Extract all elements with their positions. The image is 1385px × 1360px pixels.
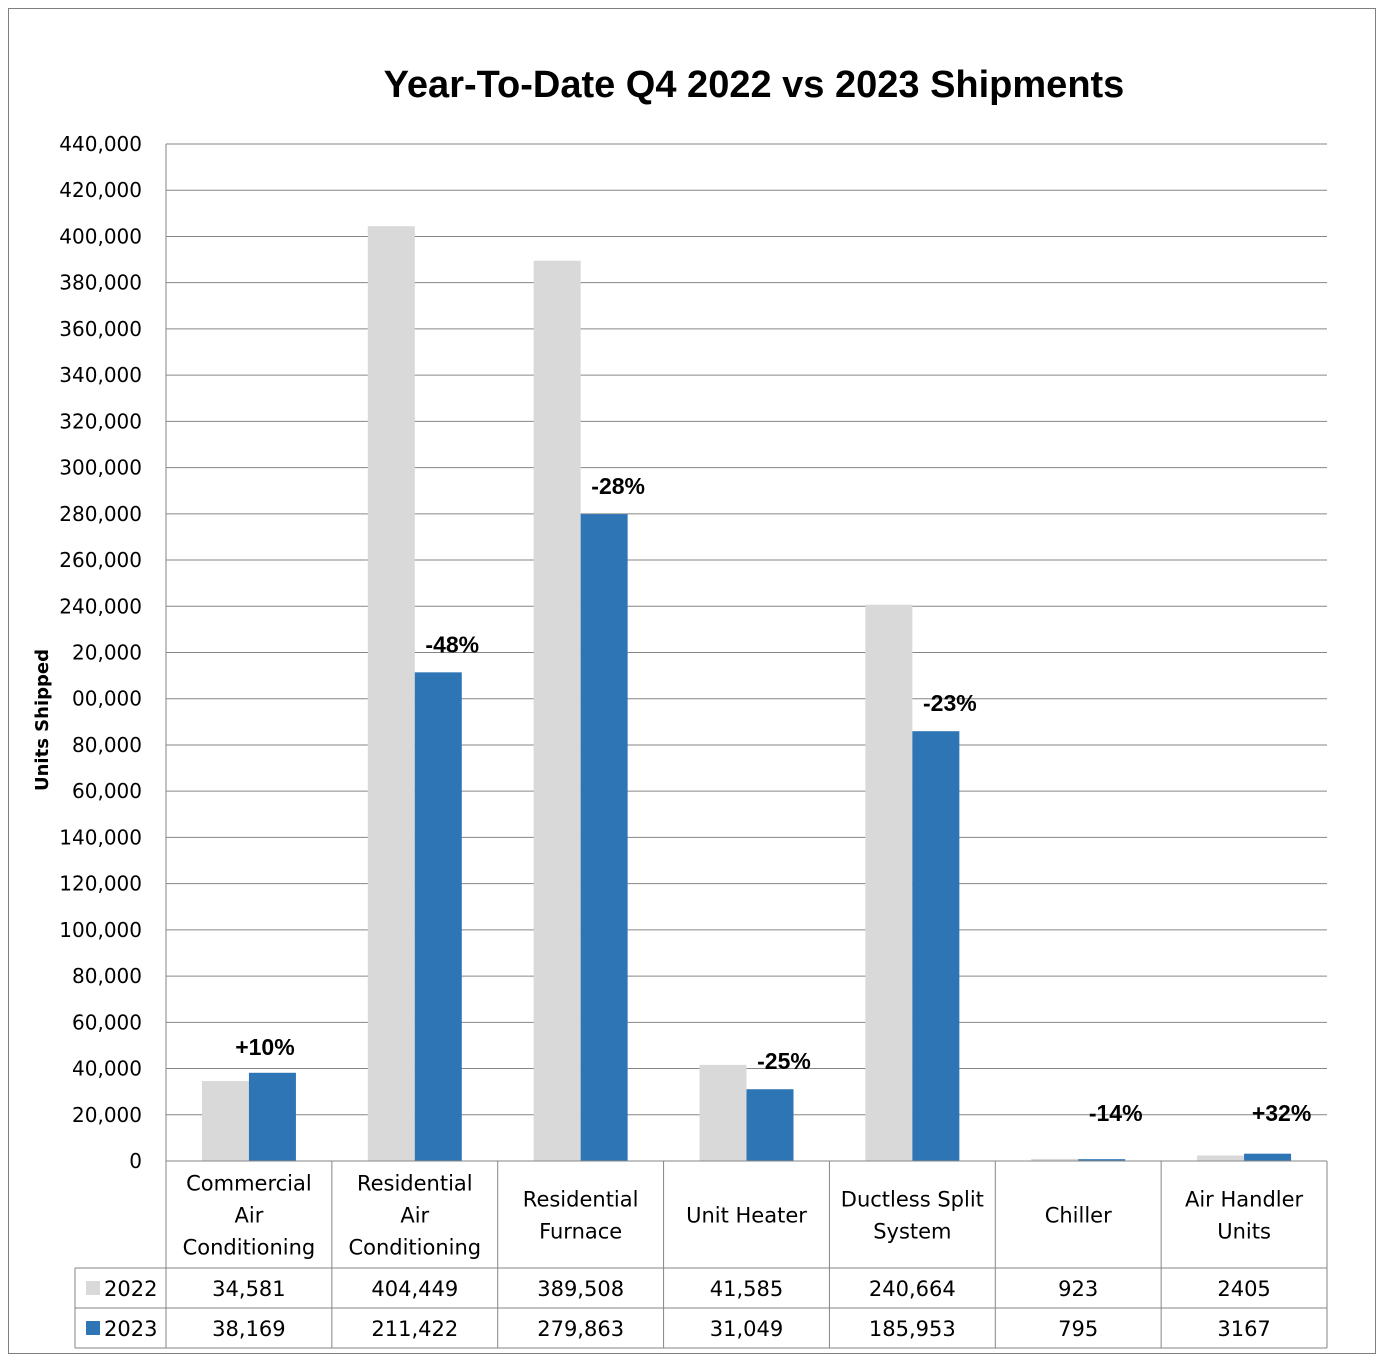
y-tick-label: 80,000 (72, 964, 142, 988)
category-label: Air Handler (1185, 1188, 1304, 1212)
bar-2022 (533, 260, 581, 1161)
bar-2022 (1197, 1155, 1245, 1161)
category-label: Chiller (1045, 1204, 1112, 1228)
y-tick-label: 0 (129, 1149, 142, 1173)
bar-2022 (367, 226, 415, 1162)
change-label: -48% (425, 631, 479, 657)
bar-2022 (865, 604, 913, 1161)
change-label: +10% (235, 1034, 294, 1060)
category-label: System (873, 1220, 951, 1244)
y-tick-label: 300,000 (59, 456, 142, 480)
table-cell: 211,422 (371, 1317, 458, 1341)
category-label: Conditioning (183, 1236, 316, 1260)
change-label: -28% (591, 473, 645, 499)
table-cell: 795 (1058, 1317, 1098, 1341)
legend-key-2023 (86, 1321, 100, 1335)
y-tick-label: 380,000 (59, 271, 142, 295)
category-label: Units (1217, 1220, 1271, 1244)
change-label: -23% (923, 690, 977, 716)
category-label: Air (400, 1204, 429, 1228)
gridlines (165, 143, 1327, 1162)
category-label: Conditioning (348, 1236, 481, 1260)
table-cell: 38,169 (212, 1317, 285, 1341)
change-label: -25% (757, 1048, 811, 1074)
bar-2023 (414, 672, 462, 1161)
bar-2023 (1244, 1153, 1292, 1161)
y-tick-label: 340,000 (59, 363, 142, 387)
bar-2023 (1078, 1159, 1126, 1161)
y-tick-label: 360,000 (59, 317, 142, 341)
bar-2022 (201, 1081, 249, 1161)
chart-title: Year-To-Date Q4 2022 vs 2023 Shipments (384, 64, 1125, 106)
table-cell: 3167 (1217, 1317, 1270, 1341)
legend-label: 2023 (104, 1317, 157, 1341)
change-label: -14% (1089, 1100, 1143, 1126)
bar-2023 (912, 731, 960, 1161)
category-label: Ductless Split (841, 1188, 984, 1212)
y-tick-label: 140,000 (59, 825, 142, 849)
bar-2023 (746, 1089, 794, 1161)
y-tick-label: 260,000 (59, 548, 142, 572)
y-tick-label: 440,000 (59, 132, 142, 156)
category-label: Air (235, 1204, 264, 1228)
table-cell: 923 (1058, 1277, 1098, 1301)
y-tick-label: 240,000 (59, 594, 142, 618)
table-cell: 2405 (1217, 1277, 1270, 1301)
y-tick-label: 120,000 (59, 872, 142, 896)
y-axis-label: Units Shipped (32, 649, 53, 791)
y-tick-label: 320,000 (59, 409, 142, 433)
bar-2022 (699, 1064, 747, 1161)
y-tick-label: 280,000 (59, 502, 142, 526)
data-table: Commercial Air Conditioning Residential Air C… (74, 1160, 1328, 1349)
category-label: Furnace (539, 1220, 622, 1244)
table-cell: 34,581 (212, 1277, 285, 1301)
y-axis-ticks: 0 20,000 40,000 60,000 80,000 100,000 120,000 1… (59, 132, 142, 1173)
y-tick-label: 80,000 (72, 733, 142, 757)
legend-key-2022 (86, 1281, 100, 1295)
category-label: Residential (357, 1172, 473, 1196)
y-tick-label: 20,000 (72, 641, 142, 665)
y-tick-label: 100,000 (59, 918, 142, 942)
table-cell: 41,585 (710, 1277, 783, 1301)
change-annotations: +10% -48% -28% -25% -23% -14% +32% (235, 473, 1311, 1126)
y-tick-label: 420,000 (59, 178, 142, 202)
y-tick-label: 40,000 (72, 1057, 142, 1081)
y-tick-label: 60,000 (72, 1010, 142, 1034)
table-cell: 279,863 (537, 1317, 624, 1341)
y-tick-label: 60,000 (72, 779, 142, 803)
table-cell: 404,449 (371, 1277, 458, 1301)
table-cell: 31,049 (710, 1317, 783, 1341)
category-label: Unit Heater (686, 1204, 807, 1228)
y-tick-label: 20,000 (72, 1103, 142, 1127)
bar-2023 (248, 1072, 296, 1161)
bar-2023 (580, 514, 628, 1161)
category-label: Commercial (186, 1172, 312, 1196)
bars (201, 226, 1292, 1162)
legend-label: 2022 (104, 1277, 157, 1301)
table-cell: 240,664 (869, 1277, 956, 1301)
bar-2022 (1031, 1158, 1079, 1161)
change-label: +32% (1252, 1100, 1311, 1126)
table-cell: 389,508 (537, 1277, 624, 1301)
y-tick-label: 400,000 (59, 224, 142, 248)
category-label: Residential (523, 1188, 639, 1212)
table-cell: 185,953 (869, 1317, 956, 1341)
y-tick-label: 00,000 (72, 687, 142, 711)
